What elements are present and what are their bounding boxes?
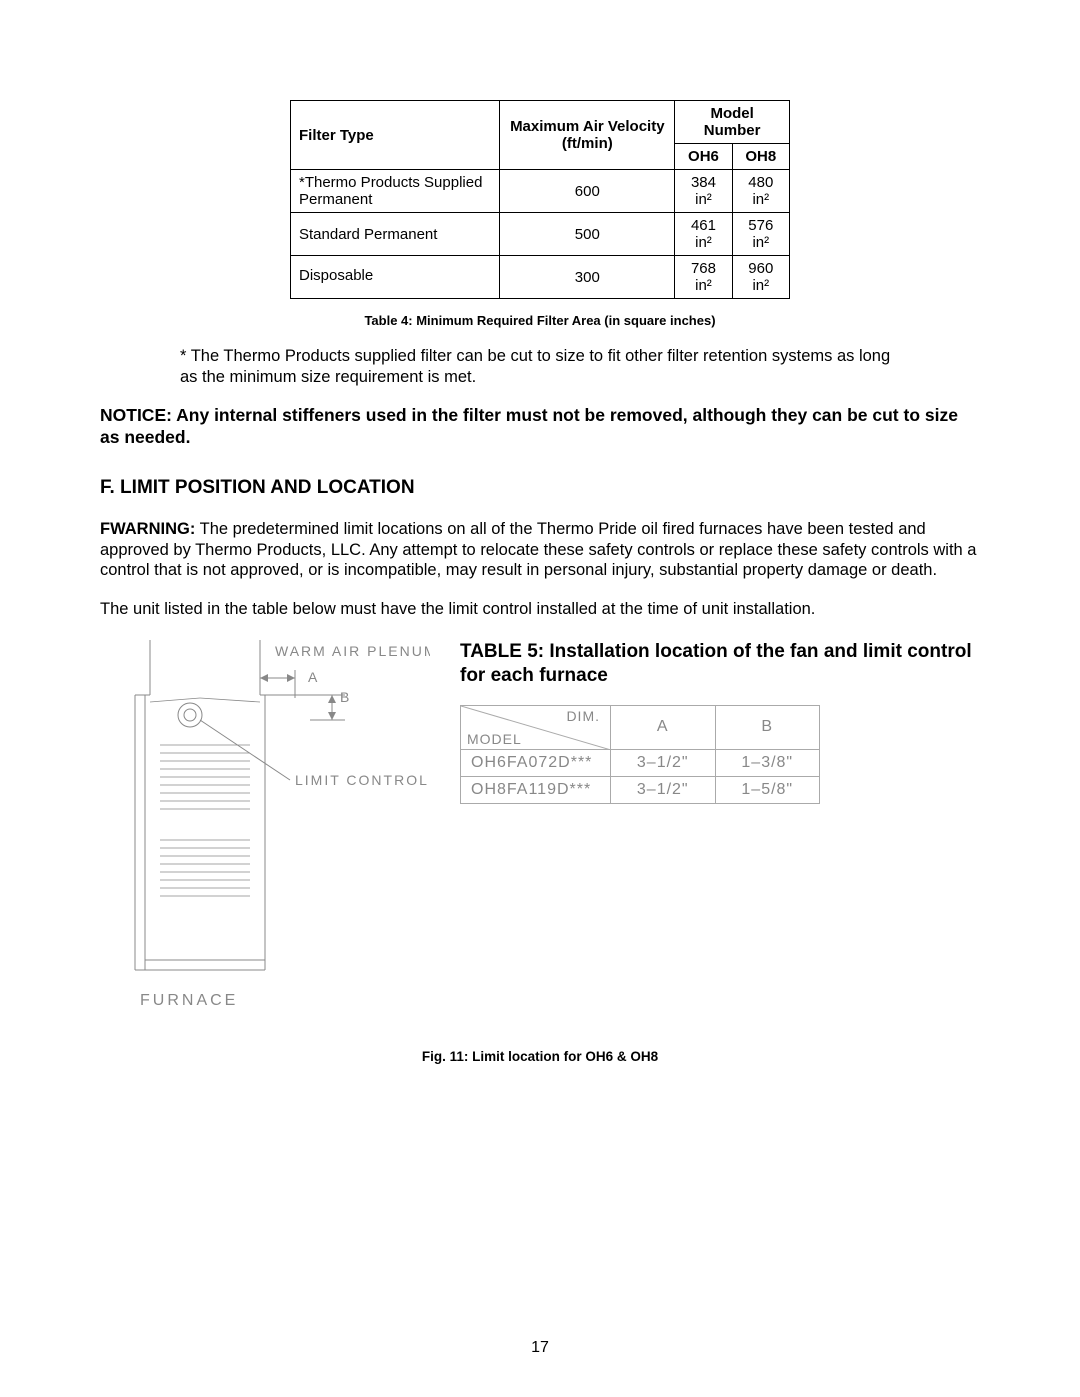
cell: 960 in² bbox=[732, 256, 789, 299]
furnace-diagram: WARM AIR PLENUM A B bbox=[100, 640, 430, 1025]
col-a: A bbox=[611, 705, 716, 749]
cell: 3–1/2" bbox=[611, 776, 716, 803]
table4-caption: Table 4: Minimum Required Filter Area (i… bbox=[100, 313, 980, 328]
col-oh6: OH6 bbox=[675, 144, 732, 170]
section-heading: F. LIMIT POSITION AND LOCATION bbox=[100, 477, 980, 499]
filter-area-table: Filter Type Maximum Air Velocity (ft/min… bbox=[290, 100, 790, 299]
table-row: OH8FA119D*** 3–1/2" 1–5/8" bbox=[461, 776, 820, 803]
footnote-text: * The Thermo Products supplied filter ca… bbox=[180, 346, 900, 387]
table-row: OH6FA072D*** 3–1/2" 1–3/8" bbox=[461, 749, 820, 776]
cell: 480 in² bbox=[732, 170, 789, 213]
figure-caption: Fig. 11: Limit location for OH6 & OH8 bbox=[100, 1049, 980, 1064]
label-limit-control: LIMIT CONTROL bbox=[295, 772, 429, 788]
col-filter-type: Filter Type bbox=[291, 101, 500, 170]
cell: Standard Permanent bbox=[291, 213, 500, 256]
cell: OH8FA119D*** bbox=[461, 776, 611, 803]
col-b: B bbox=[715, 705, 820, 749]
cell: 384 in² bbox=[675, 170, 732, 213]
dimension-table: DIM. MODEL A B OH6FA072D*** 3–1/2" 1–3/8… bbox=[460, 705, 820, 804]
cell: 1–5/8" bbox=[715, 776, 820, 803]
install-note: The unit listed in the table below must … bbox=[100, 599, 980, 620]
label-dim-b: B bbox=[340, 689, 351, 705]
cell: 300 bbox=[500, 256, 675, 299]
cell: 768 in² bbox=[675, 256, 732, 299]
table-row: Disposable 300 768 in² 960 in² bbox=[291, 256, 790, 299]
table-row: *Thermo Products Supplied Permanent 600 … bbox=[291, 170, 790, 213]
label-furnace: FURNACE bbox=[140, 992, 238, 1009]
warning-text: The predetermined limit locations on all… bbox=[100, 520, 976, 579]
table5-title: TABLE 5: Installation location of the fa… bbox=[460, 640, 980, 689]
col-model-number: Model Number bbox=[675, 101, 790, 144]
label-warm-air-plenum: WARM AIR PLENUM bbox=[275, 643, 430, 659]
warning-paragraph: FWARNING: The predetermined limit locati… bbox=[100, 519, 980, 581]
label-dim-a: A bbox=[308, 669, 319, 685]
cell: 500 bbox=[500, 213, 675, 256]
notice-text: NOTICE: Any internal stiffeners used in … bbox=[100, 405, 980, 449]
cell: OH6FA072D*** bbox=[461, 749, 611, 776]
cell: 576 in² bbox=[732, 213, 789, 256]
col-max-velocity: Maximum Air Velocity (ft/min) bbox=[500, 101, 675, 170]
cell: 600 bbox=[500, 170, 675, 213]
model-label: MODEL bbox=[467, 731, 522, 747]
col-oh8: OH8 bbox=[732, 144, 789, 170]
page-number: 17 bbox=[0, 1339, 1080, 1357]
dim-label: DIM. bbox=[566, 708, 600, 724]
cell: 461 in² bbox=[675, 213, 732, 256]
cell: 3–1/2" bbox=[611, 749, 716, 776]
cell: Disposable bbox=[291, 256, 500, 299]
table-row: Standard Permanent 500 461 in² 576 in² bbox=[291, 213, 790, 256]
warning-label: FWARNING: bbox=[100, 520, 195, 538]
cell: 1–3/8" bbox=[715, 749, 820, 776]
cell: *Thermo Products Supplied Permanent bbox=[291, 170, 500, 213]
